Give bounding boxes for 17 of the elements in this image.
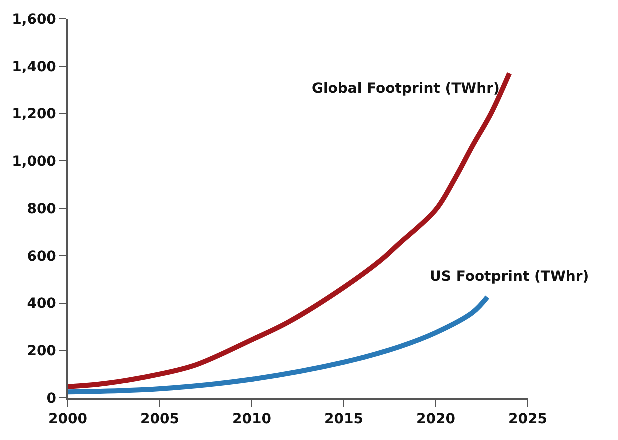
series-label: Global Footprint (TWhr) (312, 81, 500, 97)
x-tick-label: 2010 (232, 412, 272, 428)
x-tick-label: 2005 (140, 412, 180, 428)
x-tick-label: 2020 (416, 412, 456, 428)
y-tick-label: 1,000 (12, 154, 57, 170)
y-tick-label: 1,600 (12, 12, 57, 28)
y-tick-label: 400 (27, 296, 57, 312)
y-tick-label: 1,200 (12, 106, 57, 123)
y-tick-label: 800 (27, 201, 57, 218)
y-tick-label: 600 (27, 248, 57, 265)
x-tick-label: 2000 (48, 412, 88, 428)
y-tick-label: 0 (46, 390, 57, 407)
x-tick-label: 2025 (508, 412, 548, 428)
text: US Footprint (TWhr) (430, 269, 590, 285)
y-tick-label: 1,400 (12, 59, 57, 76)
y-tick-label: 200 (27, 344, 57, 360)
x-tick-label: 2015 (324, 412, 364, 428)
